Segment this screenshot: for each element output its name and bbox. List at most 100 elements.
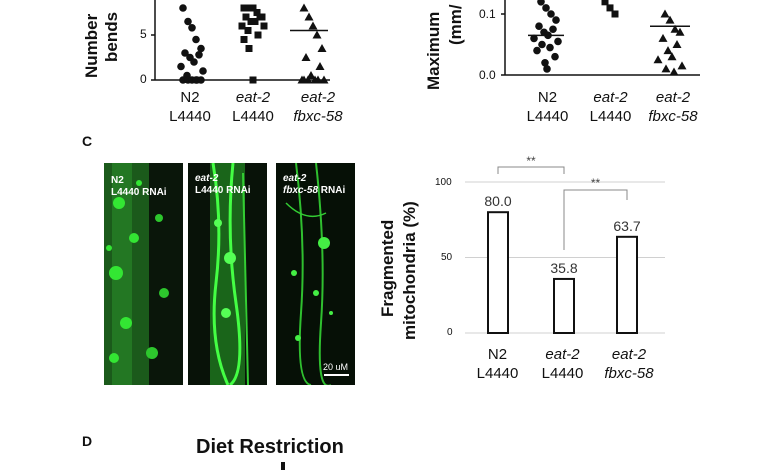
panel-b-group-1-line2: L4440 [526, 108, 569, 125]
panel-b-ylabel: Maximum (mm/ [424, 0, 465, 95]
panel-c-ylabel: Fragmented mitochondria (%) [378, 170, 428, 350]
panel-b-point [554, 37, 562, 46]
panel-a-point [188, 24, 196, 32]
panel-b-group-3-line1: eat-2 [655, 89, 691, 106]
panel-c-bar-chart: 80.0 35.8 63.7 ** ** [465, 154, 665, 335]
micrograph-n2-label-line1: N2 [111, 175, 124, 186]
panel-b-point [552, 16, 560, 24]
panel-b-group-2-line2: L4440 [589, 108, 632, 125]
micrograph-eat2-label-line2: L4440 RNAi [195, 185, 251, 196]
micrograph-fbxc58-label-line1: eat-2 [283, 173, 307, 184]
panel-b-point [658, 33, 668, 42]
panel-b-group-1: N2 L4440 [520, 88, 575, 126]
panel-a-group-1-line1: N2 [180, 89, 200, 106]
panel-a-point [184, 17, 192, 26]
panel-a-point [244, 27, 252, 34]
panel-a-point [240, 36, 248, 43]
panel-c-ylabel-line2: mitochondria (%) [400, 201, 419, 340]
panel-a-point [301, 53, 311, 61]
panel-b-ytick-01: 0.1 [479, 7, 496, 21]
panel-a-point [251, 18, 259, 25]
panel-a-ylabel: Number bends [82, 0, 122, 80]
panel-c-bar [487, 211, 509, 335]
panel-b-point [535, 22, 543, 31]
panel-d-title: Diet Restriction [196, 436, 344, 458]
panel-a-point [299, 3, 309, 12]
panel-d-arrow [281, 462, 285, 470]
panel-b-point [541, 59, 549, 67]
micrograph-fbxc58-label-gene: fbxc-58 [283, 185, 319, 196]
panel-b-point [670, 24, 680, 33]
panel-a-point [245, 45, 253, 52]
panel-a-point [242, 13, 250, 21]
panel-a-group-2: eat-2 L4440 [228, 88, 278, 126]
panel-c-group-1-line1: N2 [487, 346, 508, 363]
panel-a-group-2-line1: eat-2 [235, 89, 271, 106]
panel-a-group-1-line2: L4440 [169, 108, 211, 125]
panel-c-group-2: eat-2 L4440 [535, 345, 590, 383]
panel-b-ytick-00: 0.0 [479, 68, 496, 82]
micrograph-eat2: eat-2 L4440 RNAi [188, 163, 267, 385]
panel-b-point [533, 46, 541, 55]
panel-a-point [312, 30, 322, 39]
scale-bar [324, 374, 349, 376]
panel-a-point [245, 4, 253, 12]
panel-c-sig-bracket [497, 166, 565, 174]
panel-b-point [675, 27, 685, 36]
panel-b-point [667, 52, 677, 61]
micrograph-eat2-texture [210, 163, 249, 385]
panel-c-value-label: 63.7 [613, 218, 640, 234]
panel-a-group-1: N2 L4440 [165, 88, 215, 126]
panel-a-point [254, 31, 262, 39]
panel-b-group-2: eat-2 L4440 [583, 88, 638, 126]
panel-b-point [669, 67, 679, 76]
panel-a-point [315, 62, 325, 70]
panel-b-point [611, 10, 619, 18]
panel-a-ylabel-line1: Number [82, 13, 101, 78]
panel-c-sig-bracket [563, 189, 628, 250]
panel-b-point [551, 52, 559, 61]
panel-c-bar [553, 277, 575, 334]
panel-b-point [546, 43, 554, 52]
panel-c-group-2-line1: eat-2 [545, 346, 580, 363]
panel-c-value-label: 80.0 [484, 193, 511, 209]
panel-a-ytick-5: 5 [140, 27, 147, 41]
panel-c-ytick-50: 50 [441, 252, 453, 263]
panel-b-point [653, 55, 663, 64]
panel-b-point [677, 61, 687, 70]
panel-a-point [304, 12, 314, 21]
panel-a-point [240, 4, 248, 12]
panel-a-point [179, 4, 187, 12]
panel-c-group-1-line2: L4440 [476, 365, 519, 382]
panel-a-point [181, 49, 189, 57]
panel-b-group-3: eat-2 fbxc-58 [643, 88, 703, 126]
panel-c-group-3-line1: eat-2 [611, 346, 647, 363]
panel-a-point [319, 75, 329, 84]
panel-b-point [543, 65, 551, 73]
panel-c-ytick-100: 100 [435, 177, 452, 188]
panel-b-ylabel-line1: Maximum [424, 11, 443, 90]
panel-a-point [177, 62, 185, 71]
panel-a-point [197, 76, 205, 84]
panel-d-letter: D [82, 433, 93, 449]
panel-b-point [601, 0, 609, 6]
micrograph-n2-texture [104, 163, 169, 385]
panel-a-group-3-line1: eat-2 [300, 89, 336, 106]
panel-a-ylabel-line2: bends [102, 11, 121, 62]
panel-c-letter: C [82, 133, 93, 149]
panel-b-point [660, 9, 670, 18]
panel-b-point [672, 40, 682, 48]
panel-b-point [549, 25, 557, 34]
panel-b-group-2-line1: eat-2 [593, 89, 628, 106]
micrograph-n2-label: N2 L4440 RNAi [111, 175, 167, 199]
panel-a-point [256, 13, 264, 21]
micrograph-n2-label-line2: L4440 RNAi [111, 187, 167, 198]
panel-c-group-1: N2 L4440 [470, 345, 525, 383]
micrograph-n2: N2 L4440 RNAi [104, 163, 183, 385]
panel-a-point [197, 44, 205, 53]
panel-c-sig-label: ** [526, 154, 536, 168]
panel-a-point [313, 75, 323, 84]
panel-b-ylabel-line2: (mm/ [446, 4, 465, 45]
panel-b-point [663, 46, 673, 55]
panel-a-group-3-line2: fbxc-58 [293, 108, 343, 125]
